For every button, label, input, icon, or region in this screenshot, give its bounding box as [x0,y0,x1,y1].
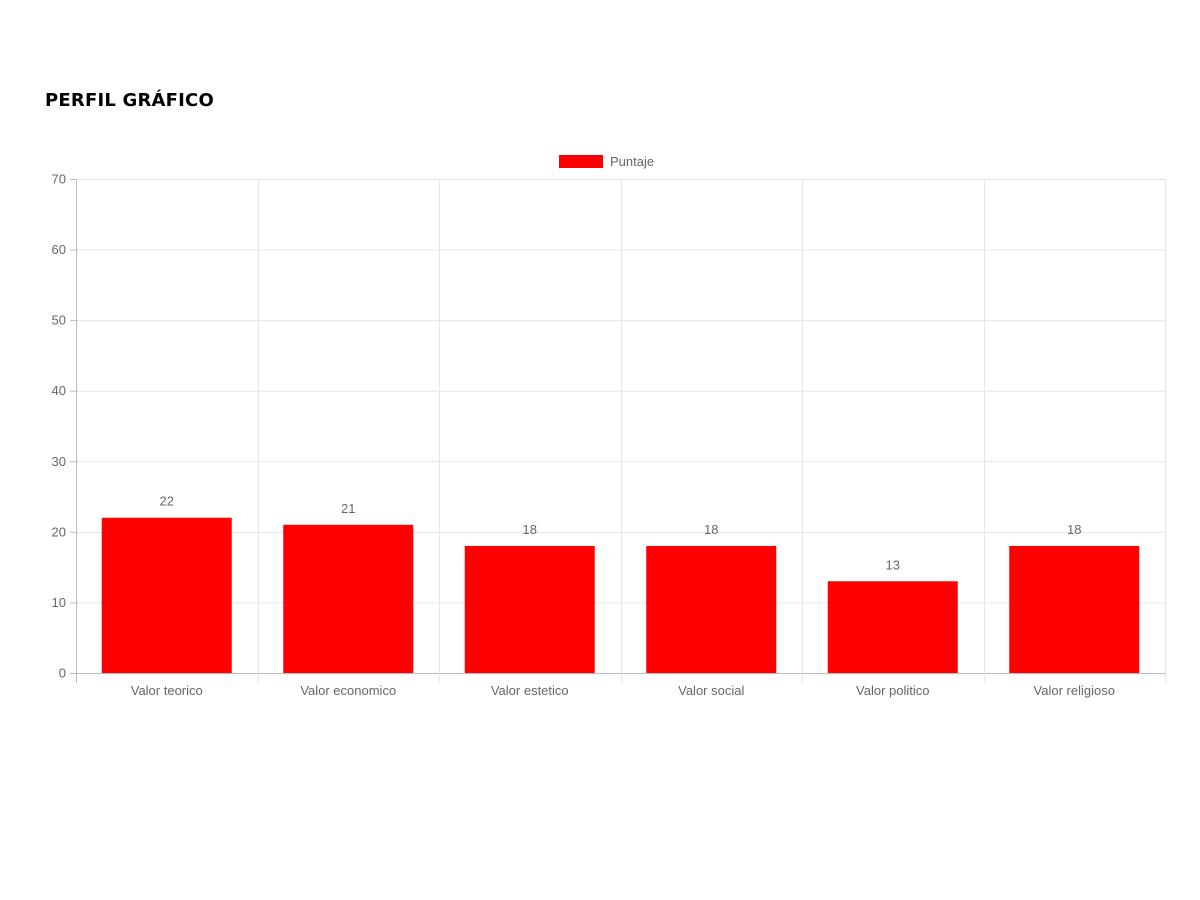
bar [101,517,232,673]
data-label: 18 [704,522,718,537]
y-tick-label: 40 [52,383,66,398]
legend-swatch [559,155,603,168]
y-tick-label: 30 [52,454,66,469]
y-tick-label: 0 [59,666,66,681]
data-label: 22 [160,494,174,509]
bar [283,524,414,673]
data-label: 21 [341,501,355,516]
y-tick-label: 60 [52,242,66,257]
bar [1009,545,1140,673]
data-label: 18 [523,522,537,537]
x-tick-label: Valor estetico [491,683,569,698]
x-tick-label: Valor social [678,683,744,698]
x-tick-label: Valor religioso [1034,683,1115,698]
page-title: PERFIL GRÁFICO [45,90,214,111]
y-tick-label: 50 [52,313,66,328]
bar [646,545,777,673]
x-tick-label: Valor teorico [131,683,203,698]
y-tick-label: 10 [52,595,66,610]
data-label: 13 [886,557,900,572]
y-tick-label: 20 [52,524,66,539]
y-tick-label: 70 [52,172,66,187]
data-label: 18 [1067,522,1081,537]
x-tick-label: Valor economico [300,683,396,698]
x-tick-label: Valor politico [856,683,929,698]
legend-label: Puntaje [610,154,654,169]
bar [464,545,595,673]
bar [827,581,958,673]
